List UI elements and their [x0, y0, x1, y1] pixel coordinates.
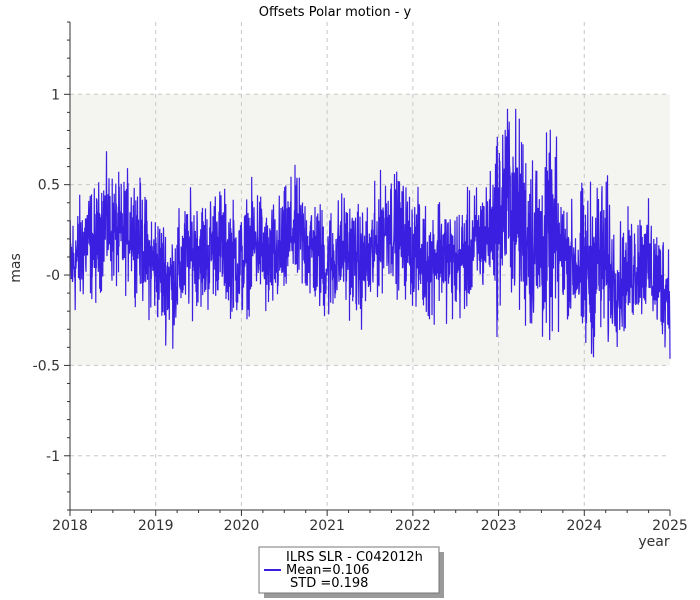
legend-box: [258, 546, 440, 594]
y-tick-label: -1: [46, 449, 60, 465]
axes: 2018 2019 2020 2021 2022 2023 2024 2025 1 0.5 -0 -0…: [33, 21, 688, 534]
std-band: [70, 94, 670, 366]
x-axis-label: year: [638, 534, 669, 550]
chart-title: Offsets Polar motion - y: [259, 5, 412, 20]
x-tick-label: 2021: [309, 518, 345, 534]
legend-series-name: ILRS SLR - C042012h: [286, 550, 423, 565]
legend-std: STD =0.198: [290, 576, 368, 591]
y-tick-label: -0: [46, 268, 60, 284]
y-tick-label: 0.5: [38, 178, 60, 194]
y-axis-label: mas: [8, 253, 24, 283]
x-tick-label: 2023: [481, 518, 517, 534]
x-tick-label: 2020: [224, 518, 260, 534]
legend: ILRS SLR - C042012h Mean=0.106 STD =0.19…: [258, 546, 444, 598]
y-tick-label: 1: [51, 87, 60, 103]
x-tick-label: 2025: [652, 518, 688, 534]
x-tick-label: 2019: [138, 518, 174, 534]
y-tick-label: -0.5: [33, 358, 60, 374]
x-tick-label: 2018: [52, 518, 88, 534]
legend-mean: Mean=0.106: [286, 563, 370, 578]
x-tick-label: 2022: [395, 518, 431, 534]
series-line-0: [69, 108, 671, 359]
x-tick-label: 2024: [566, 518, 602, 534]
series-layer: [69, 108, 671, 359]
